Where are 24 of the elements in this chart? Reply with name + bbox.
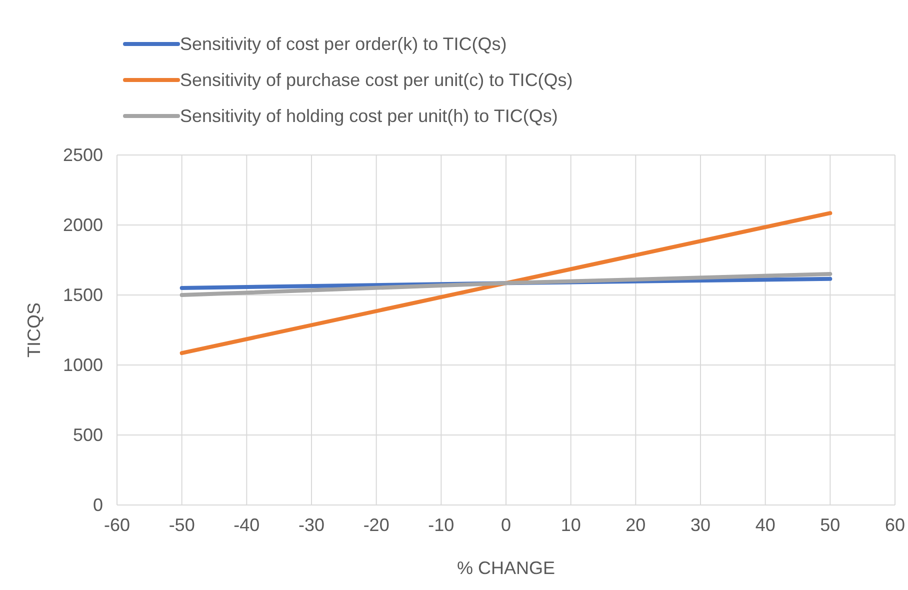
y-tick-label: 500: [72, 425, 103, 445]
x-tick-label: 0: [500, 515, 512, 535]
y-axis-title: TICQS: [24, 302, 44, 358]
y-tick-label: 1500: [62, 285, 103, 305]
x-tick-label: -50: [168, 515, 195, 535]
x-tick-label: -20: [363, 515, 390, 535]
x-tick-label: 40: [755, 515, 776, 535]
x-tick-label: -10: [428, 515, 454, 535]
x-tick-label: -60: [104, 515, 130, 535]
x-tick-label: 20: [626, 515, 646, 535]
x-tick-label: -30: [298, 515, 325, 535]
x-tick-label: -40: [234, 515, 260, 535]
y-tick-label: 1000: [62, 355, 103, 375]
x-tick-label: 50: [820, 515, 840, 535]
y-tick-label: 0: [92, 495, 103, 515]
legend-label: Sensitivity of cost per order(k) to TIC(Qs): [180, 34, 507, 54]
x-tick-label: 60: [884, 515, 906, 535]
x-tick-label: 10: [560, 515, 581, 535]
x-tick-label: 30: [690, 515, 711, 535]
legend-label: Sensitivity of purchase cost per unit(c) to TIC(Qs): [180, 70, 573, 90]
y-tick-label: 2000: [62, 215, 103, 235]
legend-label: Sensitivity of holding cost per unit(h) to TIC(Qs): [180, 106, 558, 126]
x-axis-title: % CHANGE: [456, 558, 556, 578]
y-tick-label: 2500: [62, 145, 103, 165]
